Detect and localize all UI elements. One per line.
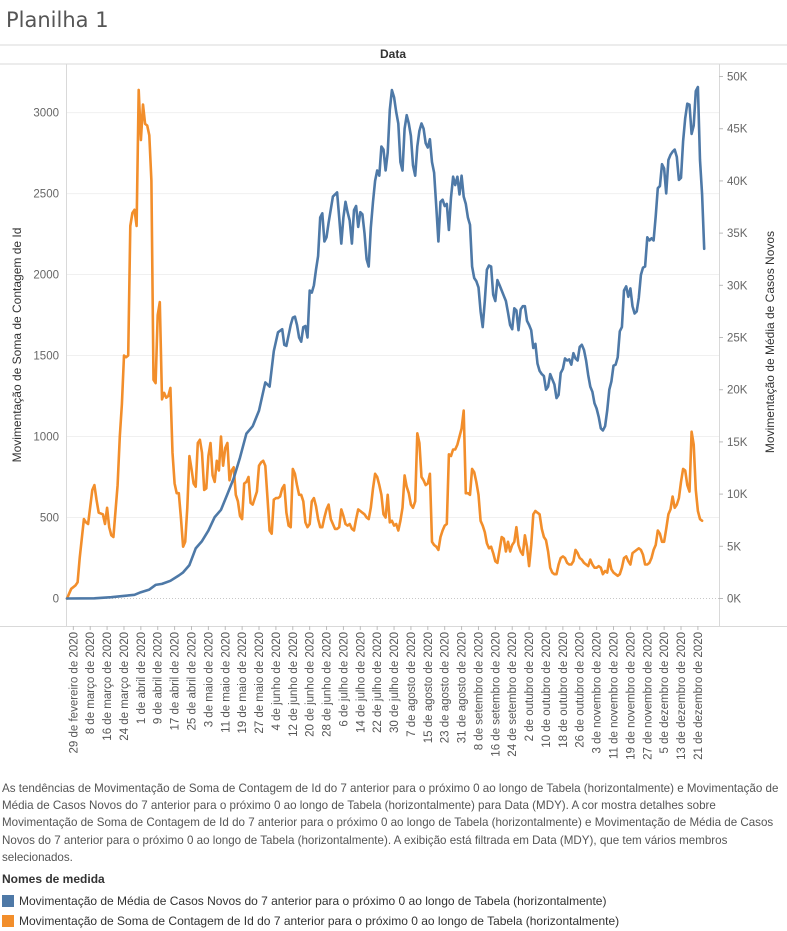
x-tick-label: 4 de junho de 2020 xyxy=(271,632,283,730)
x-tick-label: 11 de maio de 2020 xyxy=(220,632,232,733)
x-tick-label: 18 de outubro de 2020 xyxy=(558,632,570,748)
x-tick-label: 26 de outubro de 2020 xyxy=(575,632,587,748)
chart-frame: Data Movimentação de Soma de Contagem de… xyxy=(0,44,787,627)
x-tick-label: 15 de agosto de 2020 xyxy=(423,632,435,743)
x-tick-label: 29 de fevereiro de 2020 xyxy=(68,632,80,753)
x-tick-label: 8 de setembro de 2020 xyxy=(474,632,486,750)
x-tick-label: 22 de julho de 2020 xyxy=(372,632,384,733)
y-right-tick-label: 0K xyxy=(727,594,741,606)
y-right-tick-label: 15K xyxy=(727,437,748,449)
x-tick-label: 31 de agosto de 2020 xyxy=(457,632,469,743)
x-tick-label: 21 de dezembro de 2020 xyxy=(693,632,705,760)
legend-title: Nomes de medida xyxy=(2,872,105,886)
x-tick-label: 28 de junho de 2020 xyxy=(322,632,334,737)
y-right-tick-label: 40K xyxy=(727,176,748,188)
column-header: Data xyxy=(380,47,406,61)
series-lines xyxy=(65,85,706,600)
legend-item-media-casos-novos[interactable]: Movimentação de Média de Casos Novos do … xyxy=(2,891,782,911)
x-tick-label: 7 de agosto de 2020 xyxy=(406,632,418,737)
y-left-tick-label: 1500 xyxy=(33,351,59,363)
x-tick-label: 12 de junho de 2020 xyxy=(288,632,300,737)
x-tick-label: 6 de julho de 2020 xyxy=(338,632,350,727)
y-left-tick-label: 2500 xyxy=(33,189,59,201)
x-tick-label: 20 de junho de 2020 xyxy=(305,632,317,737)
y-right-tick-label: 30K xyxy=(727,280,748,292)
y-left-tick-label: 3000 xyxy=(33,108,59,120)
y-right-tick-label: 25K xyxy=(727,333,748,345)
x-tick-label: 5 de dezembro de 2020 xyxy=(659,632,671,753)
legend-swatch-orange xyxy=(2,915,14,927)
x-tick-label: 30 de julho de 2020 xyxy=(389,632,401,733)
chart: Data Movimentação de Soma de Contagem de… xyxy=(0,44,787,760)
y-left-tick-label: 1000 xyxy=(33,432,59,444)
x-tick-label: 16 de março de 2020 xyxy=(102,632,114,741)
series-line-soma-contagem-id xyxy=(65,88,704,600)
y-left-tick-label: 0 xyxy=(53,594,59,606)
x-tick-label: 24 de setembro de 2020 xyxy=(507,632,519,757)
legend: Nomes de medida Movimentação de Média de… xyxy=(2,872,782,931)
y-right-tick-label: 50K xyxy=(727,72,748,84)
y-left-tick-label: 500 xyxy=(40,513,59,525)
y-right-tick-label: 45K xyxy=(727,124,748,136)
x-tick-label: 1 de abril de 2020 xyxy=(136,632,148,724)
legend-item-soma-contagem-id[interactable]: Movimentação de Soma de Contagem de Id d… xyxy=(2,911,782,931)
x-tick-label: 8 de março de 2020 xyxy=(85,632,97,734)
x-tick-label: 19 de novembro de 2020 xyxy=(625,632,637,760)
y-left-tick-label: 2000 xyxy=(33,270,59,282)
chart-caption: As tendências de Movimentação de Soma de… xyxy=(2,782,779,864)
x-tick-label: 27 de novembro de 2020 xyxy=(642,632,654,760)
x-tick-label: 23 de agosto de 2020 xyxy=(440,632,452,743)
legend-label: Movimentação de Soma de Contagem de Id d… xyxy=(19,914,620,928)
gridlines xyxy=(67,112,719,599)
x-tick-label: 14 de julho de 2020 xyxy=(355,632,367,733)
x-tick-label: 2 de outubro de 2020 xyxy=(524,632,536,741)
x-tick-label: 19 de maio de 2020 xyxy=(237,632,249,734)
legend-label: Movimentação de Média de Casos Novos do … xyxy=(19,894,607,908)
x-tick-label: 9 de abril de 2020 xyxy=(153,632,165,724)
x-tick-label: 11 de novembro de 2020 xyxy=(609,632,621,759)
y-right-tick-label: 35K xyxy=(727,228,748,240)
y-axis-left-label: Movimentação de Soma de Contagem de Id xyxy=(10,228,24,463)
x-tick-label: 27 de maio de 2020 xyxy=(254,632,266,734)
page-title: Planilha 1 xyxy=(6,8,109,32)
x-tick-label: 24 de março de 2020 xyxy=(119,632,131,741)
x-tick-label: 13 de dezembro de 2020 xyxy=(676,632,688,760)
y-right-tick-label: 10K xyxy=(727,489,748,501)
x-tick-label: 3 de maio de 2020 xyxy=(203,632,215,727)
x-tick-label: 10 de outubro de 2020 xyxy=(541,632,553,748)
x-axis-ticks: 29 de fevereiro de 2020 8 de março de 202… xyxy=(68,626,705,760)
x-tick-label: 16 de setembro de 2020 xyxy=(490,632,502,757)
x-tick-label: 3 de novembro de 2020 xyxy=(592,632,604,753)
y-axis-right-ticks: 0K 5K 10K 15K 20K 25K 30K 35K 40K 45K 50K xyxy=(719,72,748,606)
y-right-tick-label: 20K xyxy=(727,385,748,397)
legend-swatch-blue xyxy=(2,895,14,907)
series-line-media-casos-novos xyxy=(65,85,706,600)
y-axis-left-ticks: 0 500 1000 1500 2000 2500 3000 xyxy=(33,108,59,606)
y-right-tick-label: 5K xyxy=(727,541,741,553)
y-axis-right-label: Movimentação de Média de Casos Novos xyxy=(763,231,777,453)
x-tick-label: 17 de abril de 2020 xyxy=(170,632,182,730)
x-tick-label: 25 de abril de 2020 xyxy=(187,632,199,730)
